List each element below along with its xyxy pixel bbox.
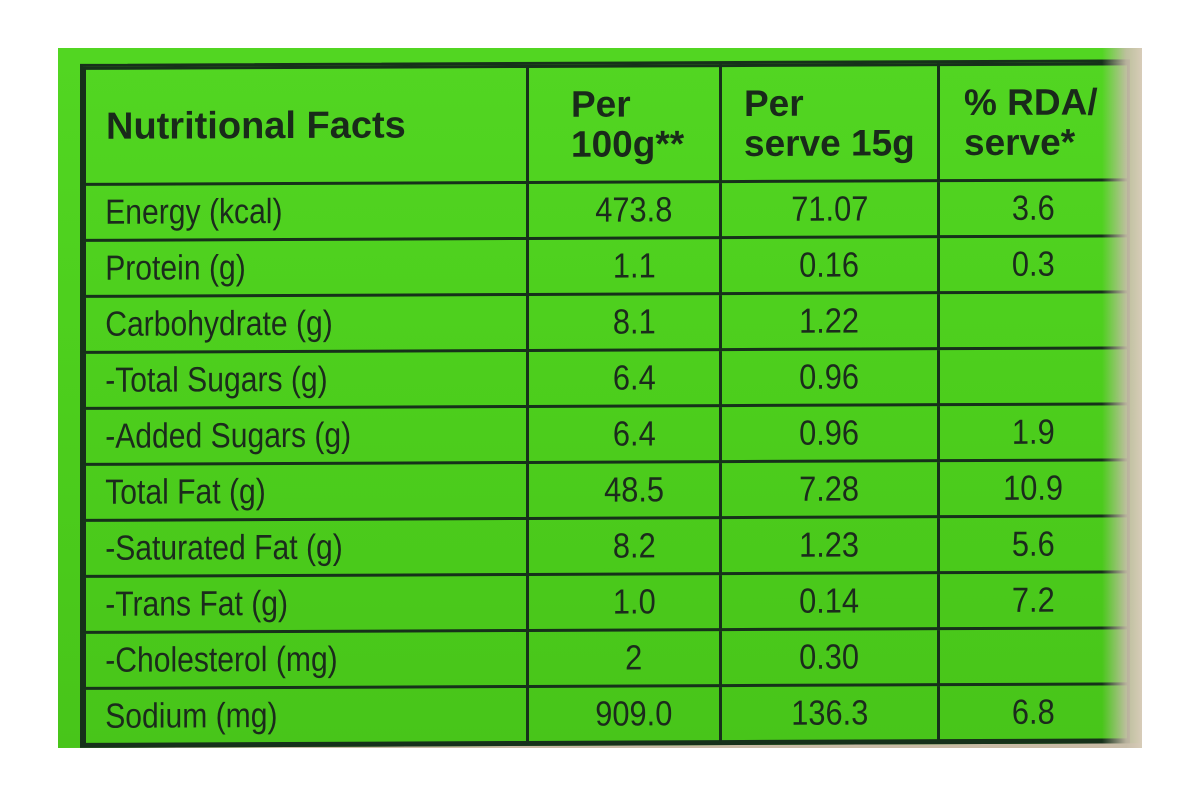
per-serve-text: 1.22: [799, 301, 860, 341]
per-100g-text: 8.1: [612, 301, 656, 342]
table-row: Sodium (mg) 909.0 136.3 6.8: [84, 683, 1129, 745]
header-cell-title: Nutritional Facts: [84, 66, 528, 185]
nutrient-name-cell: Sodium (mg): [84, 686, 466, 745]
nutrient-name-text: Energy (kcal): [104, 191, 283, 232]
table-row: -Trans Fat (g) 1.0 0.14 7.2: [84, 571, 1129, 633]
table-row: Protein (g) 1.1 0.16 0.3: [84, 235, 1129, 297]
per-serve-text: 7.28: [799, 469, 860, 509]
per-serve-cell: 1.22: [720, 292, 939, 350]
per-serve-cell: 0.30: [720, 628, 939, 686]
rda-text: 3.6: [1012, 188, 1055, 228]
nutrient-name-text: -Saturated Fat (g): [104, 527, 343, 568]
nutrient-name-cell: Total Fat (g): [84, 462, 466, 521]
per-serve-cell: 0.96: [720, 404, 939, 462]
nutrient-name-cell: -Cholesterol (mg): [84, 630, 466, 689]
nutrient-name-cell: -Saturated Fat (g): [84, 518, 466, 577]
per-100g-text: 48.5: [604, 469, 664, 510]
header-cell-rda: % RDA/serve*: [938, 63, 1129, 181]
header-cell-per-serve: Per serve 15g: [720, 64, 939, 182]
table-row: -Total Sugars (g) 6.4 0.96: [84, 347, 1129, 409]
per-serve-cell: 7.28: [720, 460, 939, 518]
per-serve-text: 0.30: [799, 637, 860, 677]
per-100g-cell: 6.4: [527, 349, 721, 407]
per-serve-cell: 1.23: [720, 516, 939, 574]
per-serve-cell: 0.96: [720, 348, 939, 406]
per-serve-cell: 71.07: [720, 180, 939, 238]
per-100g-text: 6.4: [612, 357, 656, 398]
per-100g-cell: 2: [527, 629, 721, 687]
rda-text: 7.2: [1012, 580, 1055, 620]
per-100g-cell: 6.4: [527, 405, 721, 463]
per-100g-text: 1.1: [612, 245, 656, 286]
per-100g-cell: 909.0: [527, 685, 721, 743]
rda-text: 0.3: [1012, 244, 1055, 284]
nutrient-name-cell: Carbohydrate (g): [84, 294, 466, 353]
per-100g-text: 8.2: [612, 525, 656, 566]
nutrient-name-cell: Energy (kcal): [84, 182, 466, 241]
rda-cell: [938, 347, 1129, 405]
table-row: Total Fat (g) 48.5 7.28 10.9: [84, 459, 1129, 521]
rda-cell: 5.6: [938, 515, 1129, 573]
table-row: Carbohydrate (g) 8.1 1.22: [84, 291, 1129, 353]
per-serve-text: 0.16: [799, 245, 860, 285]
nutrient-name-text: -Total Sugars (g): [104, 359, 328, 400]
per-serve-text: 136.3: [790, 692, 869, 733]
rda-cell: [938, 291, 1129, 349]
per-100g-text: 909.0: [595, 693, 673, 734]
per-100g-cell: 8.2: [527, 517, 721, 575]
table-row: Energy (kcal) 473.8 71.07 3.6: [84, 179, 1129, 241]
rda-cell: 6.8: [938, 683, 1129, 741]
rda-cell: 3.6: [938, 179, 1129, 237]
per-100g-text: 6.4: [612, 413, 656, 454]
rda-cell: 7.2: [938, 571, 1129, 629]
per-100g-text: 2: [625, 637, 643, 678]
nutrient-name-text: -Cholesterol (mg): [104, 639, 338, 680]
rda-cell: 1.9: [938, 403, 1129, 461]
rda-text: 5.6: [1012, 524, 1055, 564]
per-100g-cell: 1.0: [527, 573, 721, 631]
per-serve-cell: 0.16: [720, 236, 939, 294]
nutrient-name-text: -Added Sugars (g): [104, 415, 351, 456]
table-row: -Cholesterol (mg) 2 0.30: [84, 627, 1129, 689]
per-serve-text: 0.14: [799, 581, 860, 621]
packet-photo: Nutritional Facts Per 100g** Per serve 15g…: [58, 48, 1142, 748]
per-serve-cell: 136.3: [720, 684, 939, 742]
per-100g-cell: 8.1: [527, 293, 721, 351]
per-serve-text: 71.07: [790, 188, 869, 229]
table-row: -Added Sugars (g) 6.4 0.96 1.9: [84, 403, 1129, 465]
nutrition-table: Nutritional Facts Per 100g** Per serve 15g…: [80, 59, 1130, 748]
per-serve-text: 1.23: [799, 525, 860, 565]
per-serve-text: 0.96: [799, 413, 860, 453]
per-100g-text: 473.8: [595, 189, 673, 230]
rda-text: 10.9: [1003, 468, 1064, 508]
label-sheet: Nutritional Facts Per 100g** Per serve 15g…: [58, 48, 1140, 748]
per-serve-cell: 0.14: [720, 572, 939, 630]
nutrient-name-text: Sodium (mg): [104, 695, 277, 736]
nutrient-name-cell: -Added Sugars (g): [84, 406, 466, 465]
per-100g-cell: 1.1: [527, 237, 721, 295]
rda-cell: 0.3: [938, 235, 1129, 293]
table-row: -Saturated Fat (g) 8.2 1.23 5.6: [84, 515, 1129, 577]
rda-text: 6.8: [1012, 692, 1055, 732]
rda-text: 1.9: [1012, 412, 1055, 452]
rda-cell: [938, 627, 1129, 685]
header-row: Nutritional Facts Per 100g** Per serve 15g…: [84, 63, 1129, 185]
nutrient-name-text: Carbohydrate (g): [104, 303, 333, 344]
rda-cell: 10.9: [938, 459, 1129, 517]
per-100g-cell: 48.5: [527, 461, 721, 519]
nutrient-name-text: Protein (g): [104, 247, 246, 288]
header-cell-per-100g: Per 100g**: [527, 65, 721, 183]
nutrient-name-cell: -Total Sugars (g): [84, 350, 466, 409]
nutrient-name-text: Total Fat (g): [104, 471, 266, 512]
per-serve-text: 0.96: [799, 357, 860, 397]
nutrient-name-text: -Trans Fat (g): [104, 583, 288, 624]
nutrient-name-cell: Protein (g): [84, 238, 466, 297]
per-100g-text: 1.0: [612, 581, 656, 622]
per-100g-cell: 473.8: [527, 181, 721, 239]
packet-edge-shadow: [1102, 48, 1142, 748]
nutrient-name-cell: -Trans Fat (g): [84, 574, 466, 633]
nutrition-facts-table: Nutritional Facts Per 100g** Per serve 15g…: [83, 62, 1130, 746]
